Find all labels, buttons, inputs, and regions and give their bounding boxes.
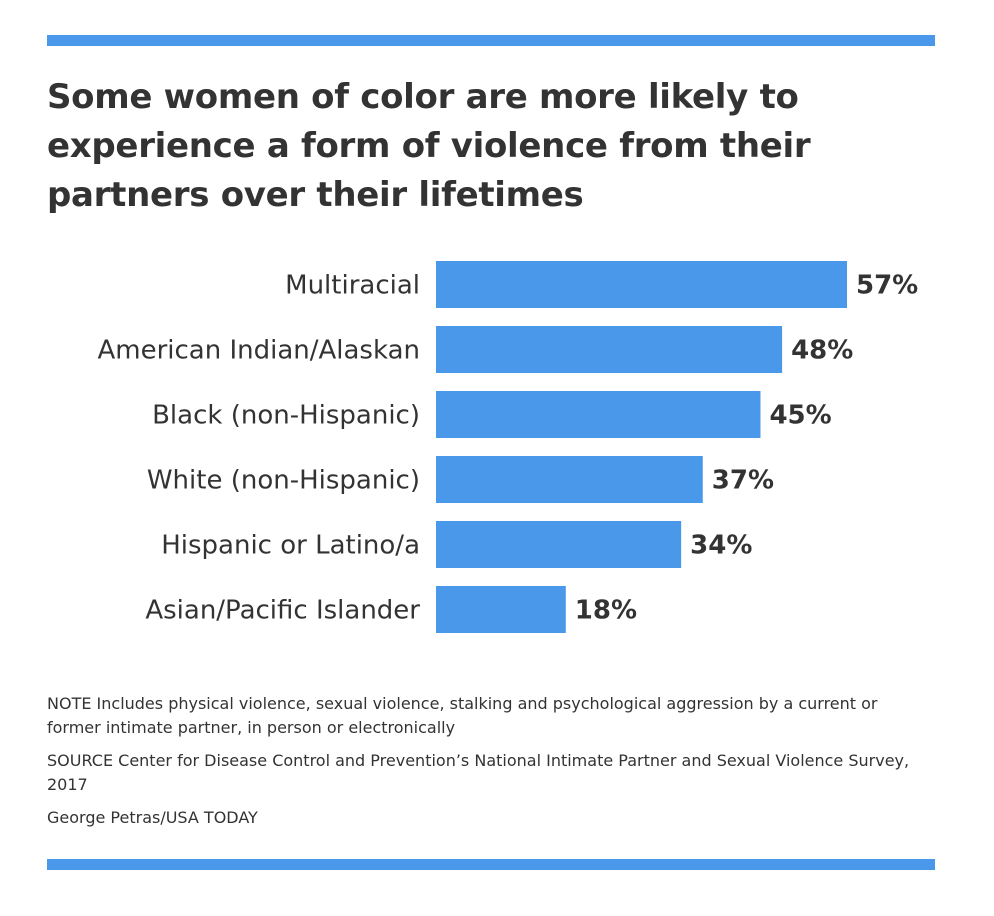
bar (436, 521, 682, 568)
footnotes: NOTE Includes physical violence, sexual … (47, 692, 927, 839)
bar (436, 391, 761, 438)
category-label: Asian/Pacific Islander (145, 596, 420, 626)
credit-text: George Petras/USA TODAY (47, 808, 258, 827)
category-label: White (non-Hispanic) (147, 466, 420, 496)
bar (436, 261, 847, 308)
note-text: NOTE Includes physical violence, sexual … (47, 694, 878, 737)
bar (436, 586, 566, 633)
bottom-rule (47, 859, 935, 870)
category-label: Multiracial (285, 271, 420, 301)
category-label: Hispanic or Latino/a (161, 531, 420, 561)
value-label: 48% (791, 336, 853, 366)
category-label: Black (non-Hispanic) (152, 401, 420, 431)
value-label: 18% (575, 596, 637, 626)
source-text: SOURCE Center for Disease Control and Pr… (47, 751, 910, 794)
top-rule (47, 35, 935, 46)
bar-chart: Multiracial 57% American Indian/Alaskan 48%… (97, 261, 918, 633)
value-label: 45% (769, 401, 831, 431)
value-label: 57% (856, 271, 918, 301)
bar (436, 456, 703, 503)
bar (436, 326, 783, 373)
chart-title: Some women of color are more likely to e… (47, 77, 811, 215)
value-label: 37% (712, 466, 774, 496)
value-label: 34% (690, 531, 752, 561)
category-label: American Indian/Alaskan (97, 336, 420, 366)
